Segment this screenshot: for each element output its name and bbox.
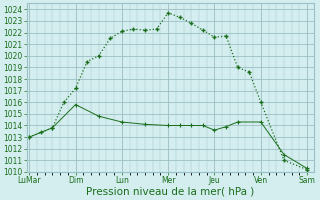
X-axis label: Pression niveau de la mer( hPa ): Pression niveau de la mer( hPa ) [86, 187, 255, 197]
